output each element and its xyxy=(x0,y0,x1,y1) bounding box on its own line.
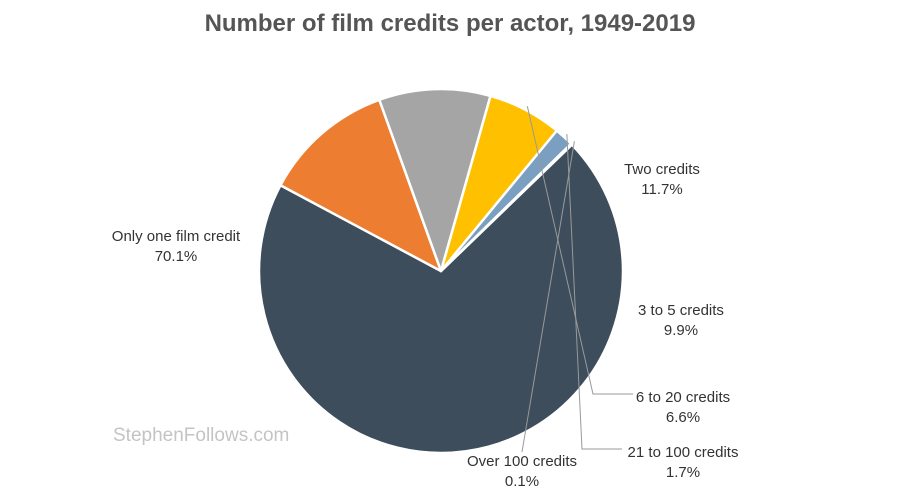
slice-value-6-to-20-credits: 6.6% xyxy=(666,409,700,426)
slice-value-3-to-5-credits: 9.9% xyxy=(664,322,698,339)
pie-slice-only-one-film-credit xyxy=(257,143,625,455)
leader-lines xyxy=(521,106,633,453)
slice-label-over-100-credits: Over 100 credits xyxy=(467,453,577,470)
leader-line-6-to-20-credits xyxy=(526,106,633,395)
slice-value-two-credits: 11.7% xyxy=(641,181,682,198)
pie-slice-two-credits xyxy=(279,98,443,273)
chart-title: Number of film credits per actor, 1949-2… xyxy=(204,10,696,37)
pie-slices xyxy=(257,87,625,455)
slice-value-only-one-film-credit: 70.1% xyxy=(155,248,198,265)
slice-label-two-credits: Two credits xyxy=(624,161,700,178)
slice-label-3-to-5-credits: 3 to 5 credits xyxy=(638,302,724,319)
leader-line-over-100-credits xyxy=(521,141,575,453)
slice-label-only-one-film-credit: Only one film credit xyxy=(112,228,241,245)
slice-label-6-to-20-credits: 6 to 20 credits xyxy=(636,389,730,406)
leader-line-21-to-100-credits xyxy=(566,134,622,450)
slice-value-over-100-credits: 0.1% xyxy=(505,473,539,490)
slice-value-21-to-100-credits: 1.7% xyxy=(666,464,700,481)
pie-slice-over-100-credits xyxy=(439,142,574,273)
pie-slice-3-to-5-credits xyxy=(378,87,492,273)
slice-label-21-to-100-credits: 21 to 100 credits xyxy=(628,444,739,461)
watermark: StephenFollows.com xyxy=(113,425,290,446)
slice-labels: Only one film credit 70.1% Two credits 11.7… xyxy=(112,161,739,490)
